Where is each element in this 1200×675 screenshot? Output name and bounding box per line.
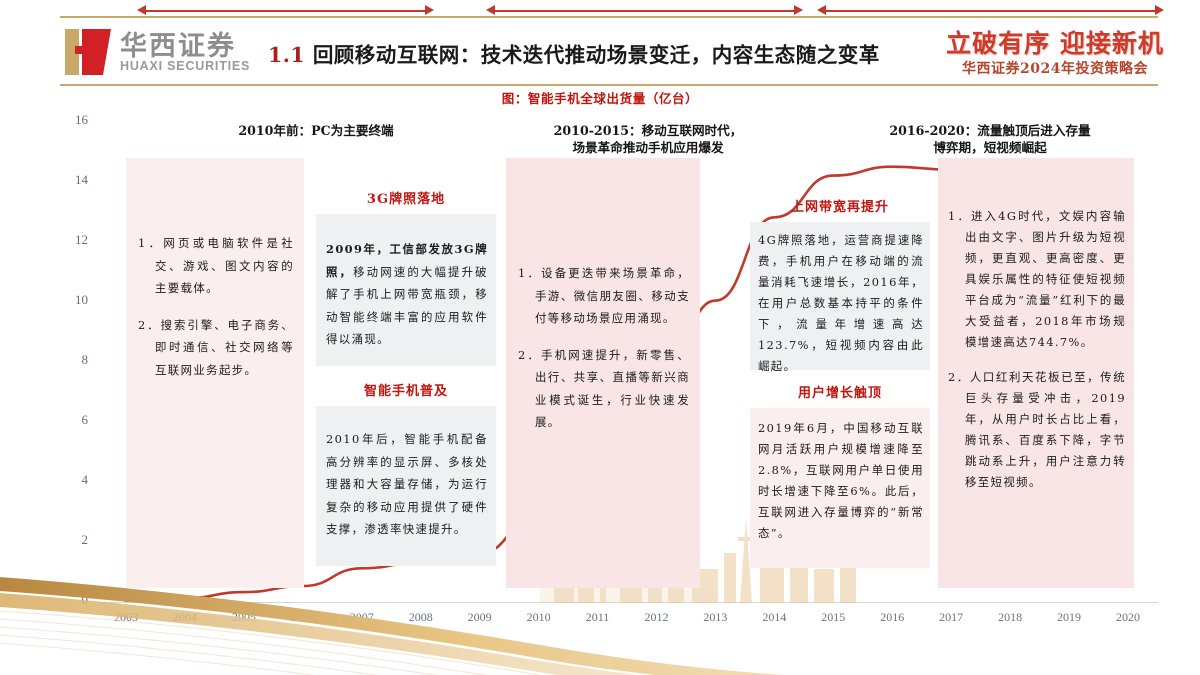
column-1-item-1: 1．网页或电脑软件是社交、游戏、图文内容的主要载体。 [138,236,294,295]
page-title-number: 1.1 [268,43,306,67]
content-panel-3 [506,158,700,588]
column-2-head-1: 3G牌照落地 [366,192,446,207]
x-axis-tick: 2013 [703,610,728,624]
x-axis-tick: 2019 [1057,610,1082,624]
column-1-item-2: 2．搜索引擎、电子商务、即时通信、社交网络等互联网业务起步。 [138,317,294,377]
header-top-rule [60,16,1158,18]
column-2-body-2: 2010年后，智能手机配备高分辨率的显示屏、多核处理器和大容量存储，为运行复杂的… [326,432,488,536]
content-panel-2a [316,214,496,366]
gold-swoosh-decoration [0,577,785,675]
x-axis-tick: 2008 [408,610,433,624]
column-2-body-1: 2009年，工信部发放3G牌照，移动网速的大幅提升破解了手机上网带宽瓶颈，移动智… [326,238,488,351]
y-axis-tick: 8 [81,352,89,367]
column-4-body-1: 4G牌照落地，运营商提速降费，手机用户在移动端的流量消耗飞速增长，2016年，在… [758,233,924,373]
brand-subtitle: 华西证券2024年投资策略会 [962,61,1148,77]
y-axis-tick: 12 [75,232,88,247]
x-axis-tick: 2017 [939,610,964,624]
content-panel-4b [750,408,930,568]
huaxi-h-mark-icon [65,29,111,75]
column-3-item-1: 1．设备更迭带来场景革命，手游、微信朋友圈、移动支付等移动场景应用涌现。 [518,266,690,325]
y-axis-tick: 10 [75,292,88,307]
y-axis-tick: 6 [81,412,89,427]
column-5-item-2: 2．人口红利天花板已至，传统巨头存量受冲击，2019年，从用户时长占比上看，腾讯… [948,370,1126,489]
x-axis-tick: 2009 [467,610,492,624]
y-axis: 0 2 4 6 8 10 12 14 16 [40,112,89,610]
x-axis-tick: 2012 [644,610,669,624]
phase-2-line-2: 场景革命推动手机应用爆发 [572,140,724,155]
column-1-text: 1．网页或电脑软件是社交、游戏、图文内容的主要载体。 2．搜索引擎、电子商务、即… [138,232,294,381]
column-4-head-2: 用户增长触顶 [797,386,882,401]
x-axis-tick: 2011 [585,610,610,624]
x-axis-tick: 2020 [1116,610,1140,624]
x-axis-tick: 2015 [821,610,846,624]
y-axis-tick: 4 [81,472,89,487]
column-2-head-2: 智能手机普及 [363,384,448,399]
column-4-head-1: 上网带宽再提升 [790,200,889,215]
y-axis-tick: 14 [75,172,88,187]
content-panel-2b [316,406,496,566]
content-panel-4a [750,222,930,370]
x-axis-tick: 2014 [762,610,787,624]
x-axis-tick: 2010 [526,610,551,624]
column-4-body-2: 2019年6月，中国移动互联网月活跃用户规模增速降至2.8%，互联网用户单日使用… [758,421,924,540]
column-3-text: 1．设备更迭带来场景革命，手游、微信朋友圈、移动支付等移动场景应用涌现。 2．手… [518,262,690,434]
header-bottom-rule [60,84,1158,86]
column-5-text: 1．进入4G时代，文娱内容输出由文字、图片升级为短视频，更直观、更高密度、更具娱… [948,206,1126,493]
y-axis-tick: 0 [81,592,89,607]
column-3-item-2: 2．手机网速提升，新零售、出行、共享、直播等新兴商业模式诞生，行业快速发展。 [518,347,690,430]
phase-1-line-1: 2010年前：PC为主要终端 [238,123,394,138]
content-panel-1 [126,158,304,588]
logo-english-name: HUAXI SECURITIES [120,59,251,73]
y-axis-tick: 16 [75,112,88,127]
column-5-item-1: 1．进入4G时代，文娱内容输出由文字、图片升级为短视频，更直观、更高密度、更具娱… [948,209,1126,349]
phase-3-line-1: 2016-2020：流量触顶后进入存量 [889,123,1091,138]
logo-chinese-name: 华西证券 [120,31,236,62]
y-axis-tick: 2 [81,532,89,547]
page-title: 1.1 回顾移动互联网：技术迭代推动场景变迁，内容生态随之变革 [268,38,880,68]
page-title-text: 回顾移动互联网：技术迭代推动场景变迁，内容生态随之变革 [312,43,880,67]
company-logo: 华西证券 HUAXI SECURITIES [62,24,252,80]
x-axis-tick: 2016 [880,610,905,624]
phase-2-line-1: 2010-2015：移动互联网时代， [553,123,743,138]
column-2-body-1-rest: 移动网速的大幅提升破解了手机上网带宽瓶颈，移动智能终端丰富的应用软件得以涌现。 [326,264,488,347]
x-axis-tick: 2018 [998,610,1023,624]
content-panel-5 [938,158,1134,588]
chart-title: 图：智能手机全球出货量（亿台） [501,91,699,106]
brand-slogan: 立破有序 迎接新机 [946,29,1164,58]
phase-3-line-2: 博弈期，短视频崛起 [933,140,1047,155]
column-2-body-1-bold: 2009年，工信部发放3G牌照， [326,242,488,279]
